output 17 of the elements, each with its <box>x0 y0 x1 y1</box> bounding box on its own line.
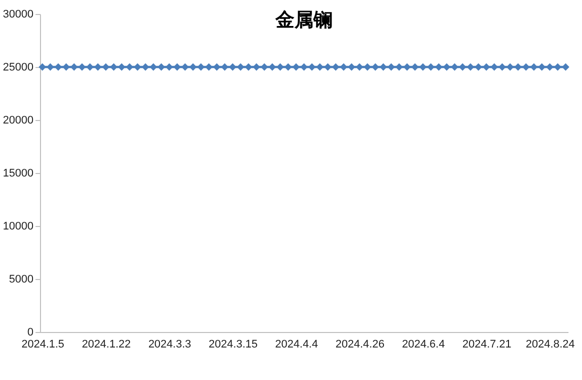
y-tick-label: 20000 <box>2 114 34 126</box>
y-tick-label: 30000 <box>2 8 34 20</box>
y-tick-label: 0 <box>27 326 34 338</box>
y-tick-label: 10000 <box>2 220 34 232</box>
x-tick-label: 2024.4.4 <box>275 338 318 350</box>
x-tick-label: 2024.1.5 <box>21 338 64 350</box>
x-tick-label: 2024.1.22 <box>82 338 131 350</box>
x-tick-label: 2024.3.15 <box>208 338 258 350</box>
x-tick-label: 2024.7.21 <box>462 338 512 350</box>
y-tick-label: 15000 <box>2 168 34 180</box>
y-tick-label: 25000 <box>2 62 34 74</box>
x-tick-label: 2024.4.26 <box>336 338 384 350</box>
x-tick-label: 2024.3.3 <box>148 338 192 350</box>
x-tick-label: 2024.6.4 <box>402 338 445 350</box>
y-tick-label: 5000 <box>9 274 34 286</box>
chart-title: 金属镧 <box>274 10 332 31</box>
x-tick-label: 2024.8.24 <box>526 338 575 350</box>
